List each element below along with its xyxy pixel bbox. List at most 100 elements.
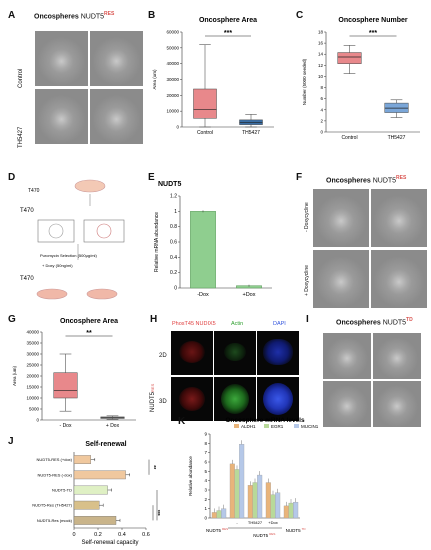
chart-title: Oncosphere Area <box>60 318 118 325</box>
micrograph-f-nodox-2 <box>370 188 428 248</box>
bar-egr1 <box>234 469 240 519</box>
x-tick-label: Control <box>197 130 213 136</box>
chart-b-oncosphere-area: Oncosphere Area 0 10000 20000 30000 40000 5000… <box>152 17 274 136</box>
y-tick-label: 0.4 <box>170 255 177 261</box>
y-tick-label: 40000 <box>166 61 179 66</box>
bar <box>73 516 117 525</box>
legend-label: MUCIN1 <box>301 424 319 429</box>
chart-title: NUDT5 <box>158 181 181 188</box>
y-tick-label: 20000 <box>166 93 179 98</box>
bar-egr1 <box>252 482 258 519</box>
fluor-h-3d-actin <box>213 376 257 422</box>
y-tick-label: 25000 <box>26 363 39 368</box>
diagram-d-construct: T470 T470 Puromycin Selection (500μg/ml)… <box>20 179 125 300</box>
panel-f-title-text: Oncospheres <box>326 177 371 185</box>
chart-k-mrna-levels: Oncosphere mRNA levels 0 1 2 3 4 5 6 7 8 9 Relative… <box>188 417 319 538</box>
panel-letter-h: H <box>150 314 158 325</box>
dish-1 <box>74 179 106 193</box>
legend-label: EGR1 <box>271 424 284 429</box>
significance-label: *** <box>369 30 377 37</box>
plasmid-box-1 <box>37 219 75 243</box>
x-tick-label: TH5427 <box>242 130 260 136</box>
fluor-h-2d-dapi <box>256 330 300 376</box>
y-tick-label: 16 <box>318 41 324 46</box>
panel-letter-j: J <box>8 436 14 447</box>
y-tick-label: 12 <box>318 63 324 68</box>
y-tick-label: 1 <box>204 506 207 511</box>
x-group-label-2: NUDT5 <box>253 533 268 538</box>
chart-title: Oncosphere Number <box>338 17 408 24</box>
x-tick-label: 0.4 <box>118 532 126 538</box>
y-tick-label: 50000 <box>166 45 179 50</box>
y-tick-label: 0.2 <box>170 270 177 276</box>
y-tick-label: 2 <box>320 118 323 123</box>
y-tick-label: 1 <box>174 209 177 215</box>
bar-mucin1 <box>239 444 245 519</box>
chart-title: Oncosphere Area <box>199 17 257 24</box>
panel-letter-a: A <box>8 10 16 21</box>
micrograph-a-control-1 <box>34 30 89 87</box>
micrograph-i-4 <box>372 380 422 428</box>
x-tick-label: - Dox <box>60 423 72 429</box>
panel-a-row1-label: Control <box>18 68 24 88</box>
box <box>53 372 78 399</box>
legend-swatch <box>294 424 299 428</box>
y-tick-label: 14 <box>318 52 324 57</box>
y-tick-label: NUDT5-Res (TH5427) <box>32 503 72 508</box>
panel-i-sup: TD <box>406 317 413 323</box>
micrograph-f-dox-1 <box>312 249 370 309</box>
fluor-h-2d-actin <box>213 330 257 376</box>
y-axis-label: Area (um) <box>12 366 17 387</box>
x-group-sup-1: RES <box>222 527 228 531</box>
y-tick-label: 10 <box>318 74 324 79</box>
panel-h-col1: PhosT45 NUDIX5 <box>172 321 216 327</box>
y-tick-label: 4 <box>204 478 207 483</box>
y-tick-label: 3 <box>204 488 207 493</box>
y-tick-label: NUDT5-TD <box>52 488 72 493</box>
panel-a-title-text: Oncospheres <box>34 13 79 21</box>
y-axis-label: Area (um) <box>152 69 157 90</box>
significance-label: ** <box>150 465 156 469</box>
chart-title: Oncosphere mRNA levels <box>225 417 305 424</box>
bar-mucin1 <box>275 492 281 519</box>
panel-letter-g: G <box>8 314 16 325</box>
y-tick-label: 0 <box>204 516 207 521</box>
box <box>193 88 217 119</box>
y-tick-label: 4 <box>320 107 323 112</box>
panel-letter-i: I <box>306 314 309 325</box>
y-tick-label: 10000 <box>26 396 39 401</box>
y-tick-label: 9 <box>204 432 207 437</box>
y-tick-label: 60000 <box>166 30 179 35</box>
y-axis-label: Relative mRNA abundance <box>154 212 160 272</box>
chart-g-oncosphere-area: Oncosphere Area 0 5000 10000 15000 20000 25000… <box>12 318 136 429</box>
y-tick-label: 30000 <box>166 77 179 82</box>
panel-i-title: Oncospheres NUDT5TD <box>336 317 413 326</box>
panel-f-row1-label: - Doxycycline <box>304 202 310 232</box>
panel-d-step: Puromycin Selection (500μg/ml) <box>40 253 97 258</box>
bar-egr1 <box>288 502 294 519</box>
significance-label: ** <box>86 330 92 337</box>
y-tick-label: 0.6 <box>170 240 177 246</box>
micrograph-f-nodox-1 <box>312 188 370 248</box>
x-tick-label: TH5427 <box>248 520 263 525</box>
y-tick-label: 7 <box>204 450 207 455</box>
legend-label: ALDH1 <box>241 424 256 429</box>
panel-f-row2-label: + Doxycycline <box>304 265 310 296</box>
panel-a-row2-label: TH5427 <box>18 126 24 148</box>
panel-a-gene: NUDT5 <box>80 13 105 21</box>
y-tick-label: 6 <box>320 96 323 101</box>
panel-h-side-label: NUDT5RES <box>150 384 156 412</box>
y-tick-label: 2 <box>204 497 207 502</box>
bar-aldh1 <box>247 485 253 519</box>
x-group-sup-3: TD <box>302 527 307 531</box>
chart-e-nudt5-mrna: NUDT5 0 0.2 0.4 0.6 0.8 1 1.2 Relative mRNA abun… <box>154 181 272 298</box>
panel-d-label1: T470 <box>28 188 40 194</box>
x-group-label-1: NUDT5 <box>206 528 221 533</box>
bar-aldh1 <box>265 482 271 519</box>
y-tick-label: 5 <box>204 469 207 474</box>
significance-label: ** <box>158 503 160 507</box>
micrograph-f-dox-2 <box>370 249 428 309</box>
bar-aldh1 <box>211 512 217 519</box>
x-tick-label: -Dox <box>197 292 209 298</box>
bar-egr1 <box>270 494 276 519</box>
